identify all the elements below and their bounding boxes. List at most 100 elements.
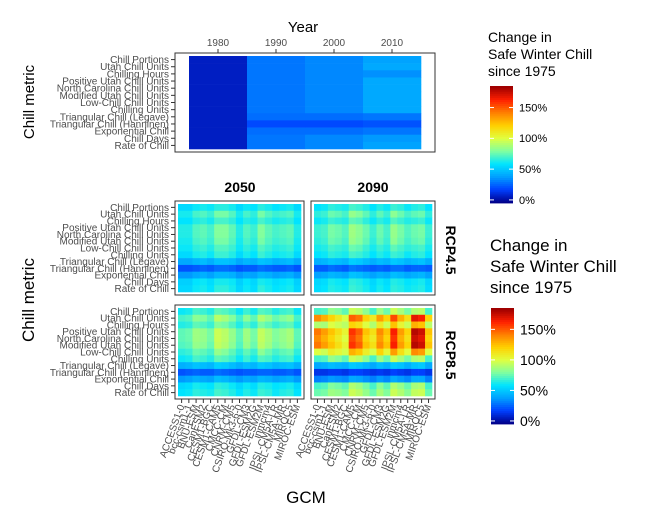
- scenario-cell: [355, 210, 363, 218]
- scenario-cell: [185, 348, 193, 356]
- legend-color-band: [491, 375, 514, 378]
- scenario-cell: [411, 258, 419, 266]
- scenario-cell: [293, 362, 302, 370]
- scenario-cell: [272, 341, 280, 349]
- scenario-cell: [293, 217, 302, 225]
- scenario-cell: [404, 224, 412, 232]
- scenario-cell: [362, 204, 370, 212]
- scenario-cell: [235, 244, 244, 252]
- legend-color-band: [491, 377, 514, 380]
- scenario-cell: [293, 389, 302, 397]
- scenario-cell: [362, 362, 370, 370]
- scenario-cell: [334, 314, 343, 322]
- scenario-cell: [411, 314, 419, 322]
- scenario-cell: [376, 335, 384, 343]
- scenario-cell: [235, 389, 244, 397]
- top-cell: [363, 98, 422, 107]
- scenario-cell: [376, 375, 384, 383]
- scenario-cell: [214, 355, 222, 363]
- scenario-cell: [185, 375, 193, 383]
- scenario-cell: [341, 244, 350, 252]
- scenario-cell: [341, 308, 350, 316]
- scenario-y-tick-label: Chill Portions: [110, 203, 169, 214]
- scenario-cell: [425, 210, 433, 218]
- legend-color-band: [491, 420, 514, 423]
- scenario-cell: [390, 204, 398, 212]
- scenario-y-tick-label: Chilling Units: [111, 250, 169, 261]
- scenario-cell: [235, 204, 244, 212]
- scenario-cell: [327, 335, 336, 343]
- top-cell: [363, 84, 422, 93]
- scenario-cell: [243, 362, 251, 370]
- scenario-cell: [362, 341, 370, 349]
- scenario-cell: [221, 368, 229, 376]
- scenario-cell: [279, 355, 287, 363]
- scenario-cell: [178, 224, 186, 232]
- scenario-cell: [272, 237, 280, 245]
- scenario-cell: [264, 362, 273, 370]
- top-cell: [363, 120, 422, 128]
- scenario-cell: [228, 362, 237, 370]
- scenario-cell: [221, 355, 229, 363]
- scenario-cell: [369, 348, 377, 356]
- scenario-cell: [192, 237, 201, 245]
- scenario-cell: [192, 278, 201, 286]
- scenario-cell: [250, 251, 258, 259]
- scenario-cell: [257, 204, 266, 212]
- column-strip-2090: 2090: [357, 179, 388, 195]
- scenario-cell: [355, 258, 363, 266]
- scenario-cell: [383, 278, 391, 286]
- scenario-cell: [362, 321, 370, 329]
- scenario-cell: [383, 375, 391, 383]
- scenario-cell: [206, 375, 215, 383]
- scenario-cell: [185, 308, 193, 316]
- scenario-cell: [404, 355, 412, 363]
- scenario-cell: [257, 355, 266, 363]
- scenario-cell: [334, 244, 343, 252]
- scenario-cell: [257, 362, 266, 370]
- scenario-cell: [199, 335, 208, 343]
- legend-color-band: [491, 366, 514, 369]
- top-cell: [189, 98, 248, 107]
- legend-large-title-2: Safe Winter Chill: [490, 257, 617, 276]
- scenario-cell: [221, 314, 229, 322]
- legend-color-band: [491, 389, 514, 392]
- scenario-cell: [243, 237, 251, 245]
- scenario-cell: [250, 314, 258, 322]
- scenario-cell: [383, 271, 391, 279]
- scenario-cell: [293, 271, 302, 279]
- scenario-cell: [369, 244, 377, 252]
- scenario-cell: [334, 217, 343, 225]
- scenario-cell: [425, 271, 433, 279]
- legend-color-band: [490, 148, 513, 151]
- scenario-cell: [192, 231, 201, 239]
- scenario-cell: [320, 321, 329, 329]
- legend-color-band: [490, 97, 513, 101]
- scenario-cell: [425, 348, 433, 356]
- scenario-cell: [314, 355, 322, 363]
- legend-color-band: [491, 319, 514, 322]
- scenario-cell: [178, 314, 186, 322]
- scenario-y-tick-label: Exponential Chill: [95, 375, 170, 386]
- scenario-cell: [355, 251, 363, 259]
- scenario-cell: [383, 362, 391, 370]
- scenario-cell: [221, 285, 229, 293]
- top-cell: [189, 127, 248, 135]
- scenario-cell: [425, 382, 433, 390]
- scenario-cell: [250, 308, 258, 316]
- scenario-cell: [286, 341, 295, 349]
- scenario-cell: [243, 308, 251, 316]
- scenario-cell: [327, 308, 336, 316]
- scenario-cell: [390, 335, 398, 343]
- scenario-cell: [279, 335, 287, 343]
- legend-color-band: [490, 93, 513, 97]
- scenario-cell: [279, 231, 287, 239]
- scenario-cell: [404, 231, 412, 239]
- scenario-cell: [192, 368, 201, 376]
- scenario-cell: [334, 264, 343, 272]
- scenario-cell: [418, 335, 426, 343]
- scenario-cell: [178, 368, 186, 376]
- legend-color-band: [491, 311, 514, 315]
- scenario-cell: [383, 251, 391, 259]
- scenario-cell: [272, 389, 280, 397]
